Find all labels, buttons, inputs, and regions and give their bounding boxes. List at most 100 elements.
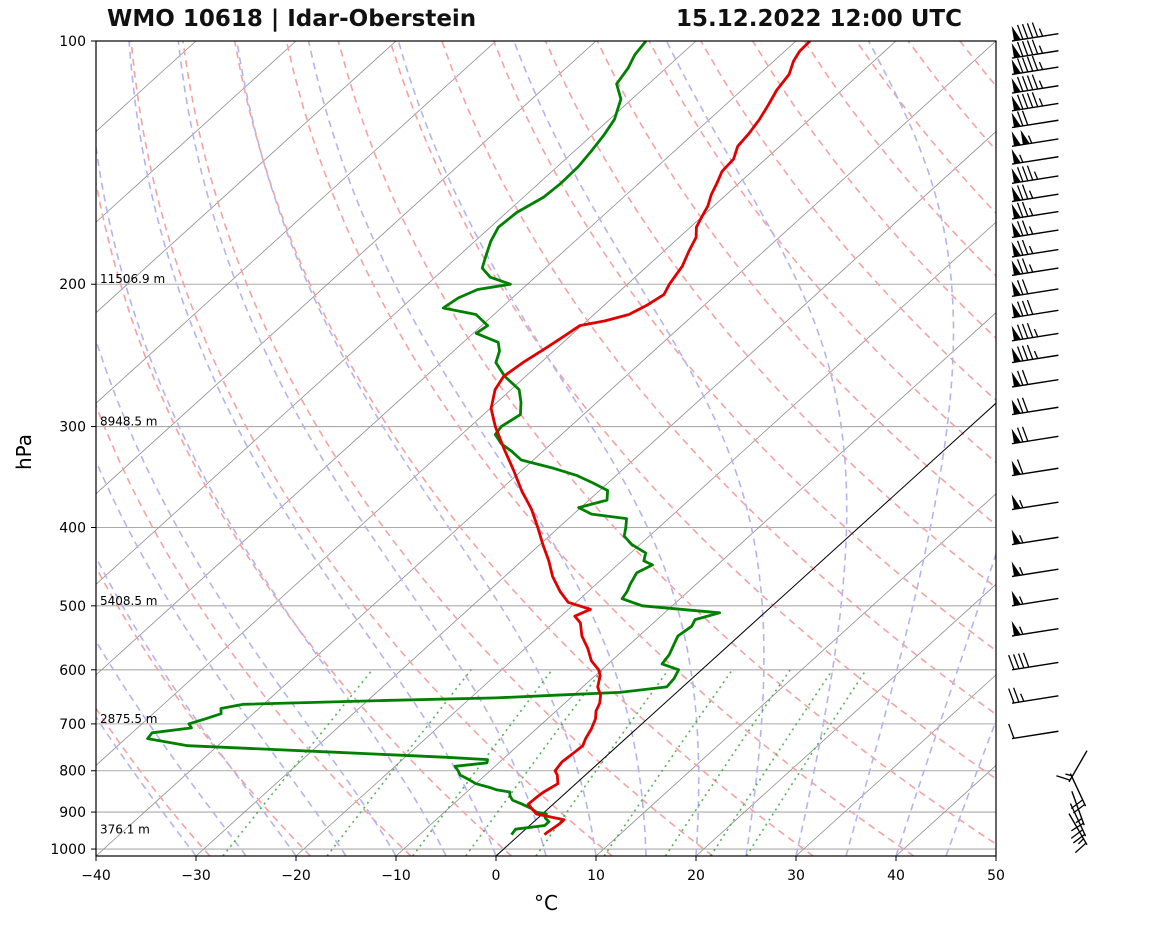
wind-barb-pennant	[1012, 95, 1021, 111]
wind-barb	[1009, 648, 1059, 670]
wind-barb-pennant	[1012, 42, 1021, 58]
dry-adiabat	[960, 41, 1160, 856]
x-tick-label: 50	[987, 868, 1005, 884]
wind-barb-feather	[1022, 110, 1027, 125]
wind-barb-pennant	[1012, 77, 1021, 93]
moist-adiabat	[0, 41, 296, 856]
wind-barb-pennant	[1012, 25, 1021, 41]
wind-barb-feather	[1027, 75, 1032, 90]
wind-barb-pennant	[1012, 221, 1021, 237]
wind-barb	[1010, 487, 1059, 509]
dry-adiabat	[649, 41, 1160, 856]
zero-isotherm	[496, 41, 1160, 856]
wind-barb-feather	[1032, 92, 1037, 107]
moist-adiabat	[129, 41, 496, 856]
wind-barb-pennant	[1012, 185, 1021, 201]
wind-barb-pennant	[1012, 325, 1021, 341]
wind-barb	[1009, 716, 1059, 738]
wind-barb-feather	[1023, 652, 1028, 667]
wind-barb	[1010, 422, 1059, 444]
wind-barb	[1010, 453, 1059, 475]
wind-barb-feather	[1027, 56, 1032, 71]
isotherm-line	[96, 41, 996, 856]
wind-barb-feather	[1009, 688, 1014, 703]
wind-barb-pennant	[1012, 427, 1021, 443]
y-tick-label: 300	[59, 420, 86, 436]
wind-barb-staff	[1070, 774, 1085, 807]
wind-barb	[1010, 235, 1059, 257]
wind-barb-half-feather	[1030, 208, 1033, 216]
wind-barb	[1010, 554, 1059, 576]
isotherm-line	[1096, 41, 1160, 856]
wind-barb-feather	[1009, 655, 1014, 670]
height-label: 8948.5 m	[100, 415, 158, 429]
mixing-ratio-line	[666, 670, 791, 856]
wind-barb-feather	[1027, 40, 1032, 55]
y-tick-label: 600	[59, 663, 86, 679]
wind-barb-half-feather	[1039, 62, 1042, 70]
wind-barb-feather	[1027, 344, 1032, 359]
isotherm-line	[796, 41, 1160, 856]
wind-barb-half-feather	[1030, 264, 1033, 272]
wind-barb-feather	[1022, 76, 1027, 91]
dry-adiabat	[856, 41, 1160, 856]
station-title: WMO 10618 | Idar-Oberstein	[107, 6, 476, 32]
height-label: 11506.9 m	[100, 272, 165, 286]
wind-barb-feather	[1027, 93, 1032, 108]
wind-barb-feather	[1014, 687, 1019, 702]
isotherm-line	[496, 41, 1160, 856]
dry-adiabat	[546, 41, 1160, 856]
x-tick-label: −10	[381, 868, 411, 884]
moist-adiabat	[237, 41, 596, 856]
x-tick-label: 0	[492, 868, 501, 884]
isotherm-line	[896, 41, 1160, 856]
y-tick-label: 200	[59, 277, 86, 293]
wind-barb	[1010, 340, 1059, 362]
wind-barb-feather	[1022, 41, 1027, 56]
wind-barb-half-feather	[1020, 154, 1023, 162]
wind-barb	[1010, 161, 1059, 183]
wind-barb	[1010, 522, 1059, 544]
x-tick-label: 10	[587, 868, 605, 884]
dry-adiabat	[287, 41, 914, 856]
wind-barb-pennant	[1012, 130, 1021, 146]
y-tick-label: 100	[59, 34, 86, 50]
isotherm-line	[696, 41, 1160, 856]
moist-adiabat	[846, 41, 954, 856]
wind-barb-feather	[1022, 166, 1027, 181]
wind-barb-pennant	[1012, 459, 1021, 475]
y-tick-label: 500	[59, 599, 86, 615]
wind-barb-half-feather	[1034, 171, 1037, 179]
isotherm-line	[0, 41, 496, 856]
wind-barb-feather	[1022, 57, 1027, 72]
wind-barb-pennant	[1012, 259, 1021, 275]
wind-barb-half-feather	[1021, 693, 1024, 701]
isotherm-line	[196, 41, 1096, 856]
wind-barb-feather	[1022, 93, 1027, 108]
y-tick-label: 1000	[50, 842, 86, 858]
isotherm-line	[0, 41, 396, 856]
wind-barb	[1009, 681, 1059, 703]
moist-adiabat	[0, 41, 246, 856]
x-axis-label: °C	[534, 891, 558, 915]
wind-barb-feather	[1027, 323, 1032, 338]
wind-barb-pennant	[1012, 241, 1021, 257]
wind-barb-feather	[1022, 202, 1027, 217]
wind-barb-half-feather	[1020, 567, 1023, 575]
x-tick-label: −20	[281, 868, 311, 884]
wind-barb-staff	[1012, 662, 1058, 669]
mixing-ratio-line	[747, 670, 867, 856]
wind-barb-feather	[1022, 24, 1027, 39]
height-label: 2875.5 m	[100, 712, 158, 726]
isotherm-line	[0, 41, 796, 856]
y-tick-label: 400	[59, 520, 86, 536]
wind-barb-feather	[1019, 653, 1024, 668]
dry-adiabat	[597, 41, 1160, 856]
moist-adiabat	[178, 41, 546, 856]
mixing-ratio-line	[223, 670, 372, 856]
moist-adiabat	[398, 41, 698, 856]
wind-barb	[1010, 584, 1059, 606]
wind-barb-feather	[1022, 258, 1027, 273]
wind-barb-feather	[1074, 843, 1088, 853]
